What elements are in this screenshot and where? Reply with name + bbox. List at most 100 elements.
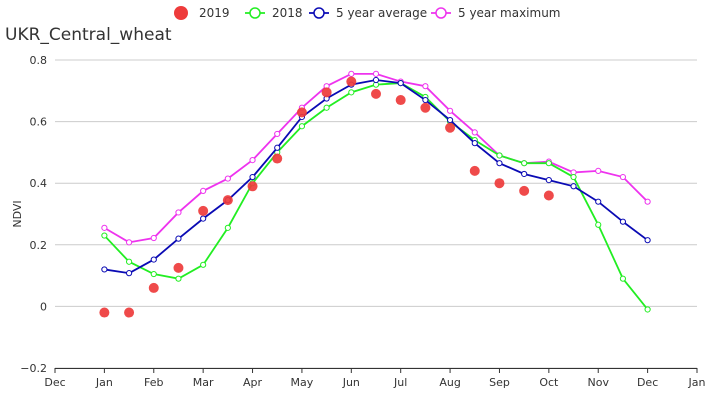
series-point bbox=[570, 173, 577, 181]
series-point bbox=[445, 122, 456, 133]
x-tick-label: Jan bbox=[688, 376, 706, 389]
series-point bbox=[471, 140, 478, 147]
series-point bbox=[298, 123, 306, 130]
series-point bbox=[148, 282, 159, 293]
x-tick-label: Jul bbox=[393, 376, 407, 389]
series-point bbox=[247, 181, 258, 192]
series-point bbox=[619, 275, 627, 282]
legend-label: 5 year maximum bbox=[458, 6, 561, 20]
legend-item[interactable]: 2019 bbox=[174, 6, 230, 20]
series-point bbox=[545, 160, 552, 167]
series-point bbox=[101, 232, 108, 239]
series-point bbox=[175, 209, 182, 216]
series-point bbox=[619, 173, 627, 181]
series-point bbox=[150, 256, 157, 263]
series-point bbox=[200, 261, 207, 268]
series-point bbox=[543, 190, 554, 201]
x-tick-label: Sep bbox=[489, 376, 510, 389]
series-point bbox=[422, 96, 429, 104]
series-point bbox=[125, 270, 133, 277]
series-point bbox=[175, 235, 182, 242]
series-point bbox=[372, 70, 380, 77]
y-axis-title: NDVI bbox=[11, 200, 24, 227]
series-point bbox=[274, 144, 281, 151]
series-point bbox=[150, 234, 157, 242]
x-tick-label: Jun bbox=[342, 376, 360, 389]
x-tick-label: Jan bbox=[95, 376, 113, 389]
series-point bbox=[595, 167, 602, 174]
series-layer bbox=[99, 70, 651, 318]
series-point bbox=[570, 183, 577, 190]
legend-marker bbox=[435, 7, 447, 19]
series-point bbox=[224, 175, 231, 182]
x-tick-label: Apr bbox=[243, 376, 263, 389]
series-point bbox=[446, 107, 454, 114]
legend-marker bbox=[249, 7, 261, 19]
series-line bbox=[104, 79, 649, 275]
series-point bbox=[644, 237, 651, 244]
series-point bbox=[222, 195, 233, 206]
x-tick-label: May bbox=[291, 376, 314, 389]
legend-label: 2018 bbox=[272, 6, 303, 20]
series-point bbox=[595, 198, 602, 205]
series-point bbox=[249, 173, 256, 181]
series-point bbox=[348, 89, 355, 96]
series-point bbox=[371, 88, 381, 99]
legend-item[interactable]: 5 year average bbox=[309, 6, 427, 20]
series-2019 bbox=[99, 76, 554, 318]
y-tick-label: 0 bbox=[40, 300, 47, 313]
x-tick-label: Aug bbox=[439, 376, 460, 389]
x-tick-label: Mar bbox=[193, 376, 214, 389]
series-point bbox=[521, 160, 528, 167]
series-point bbox=[521, 170, 528, 178]
x-tick-label: Dec bbox=[637, 376, 658, 389]
series-point bbox=[346, 76, 357, 87]
series-point bbox=[198, 205, 209, 216]
series-line bbox=[103, 72, 649, 244]
series-point bbox=[175, 275, 182, 282]
series-point bbox=[321, 87, 332, 98]
series-point bbox=[125, 258, 133, 265]
series-point bbox=[224, 224, 231, 231]
legend-marker bbox=[174, 6, 188, 20]
series-2018 bbox=[101, 80, 651, 313]
y-tick-label: 0.6 bbox=[30, 116, 48, 129]
grid-layer bbox=[55, 59, 697, 369]
series-point bbox=[469, 165, 480, 176]
x-tick-label: Feb bbox=[144, 376, 163, 389]
series-point bbox=[420, 102, 431, 113]
series-point bbox=[101, 224, 108, 231]
y-tick-label: 0.4 bbox=[30, 177, 48, 190]
series-point bbox=[397, 80, 404, 87]
series-point bbox=[595, 221, 602, 228]
series-point bbox=[519, 185, 530, 196]
series-point bbox=[124, 307, 135, 318]
series-point bbox=[644, 306, 651, 313]
x-tick-label: Dec bbox=[44, 376, 65, 389]
legend-item[interactable]: 5 year maximum bbox=[431, 6, 561, 20]
series-point bbox=[323, 104, 330, 111]
series-line bbox=[103, 82, 649, 311]
series-point bbox=[101, 266, 108, 273]
series-point bbox=[348, 70, 355, 77]
axis-layer: −0.2 0 0.2 0.4 0.6 0.8 Dec Jan Feb Mar Apr May Jun Ju… bbox=[20, 54, 705, 389]
series-point bbox=[446, 116, 454, 124]
series-point bbox=[249, 157, 256, 164]
legend[interactable]: 2019 2018 5 year average 5 year maximum bbox=[174, 6, 561, 20]
series-point bbox=[274, 130, 281, 138]
series-point bbox=[545, 177, 552, 184]
series-point bbox=[200, 215, 207, 222]
series-point bbox=[272, 153, 283, 164]
legend-item[interactable]: 2018 bbox=[245, 6, 303, 20]
series-point bbox=[496, 160, 503, 167]
series-point bbox=[296, 107, 307, 118]
series-point bbox=[125, 239, 133, 246]
series-point bbox=[173, 262, 184, 273]
chart-title: UKR_Central_wheat bbox=[5, 25, 172, 45]
series-point bbox=[496, 152, 503, 159]
legend-label: 5 year average bbox=[336, 6, 427, 20]
series-point bbox=[644, 198, 651, 205]
series-point bbox=[372, 76, 380, 84]
series-point bbox=[422, 83, 429, 90]
